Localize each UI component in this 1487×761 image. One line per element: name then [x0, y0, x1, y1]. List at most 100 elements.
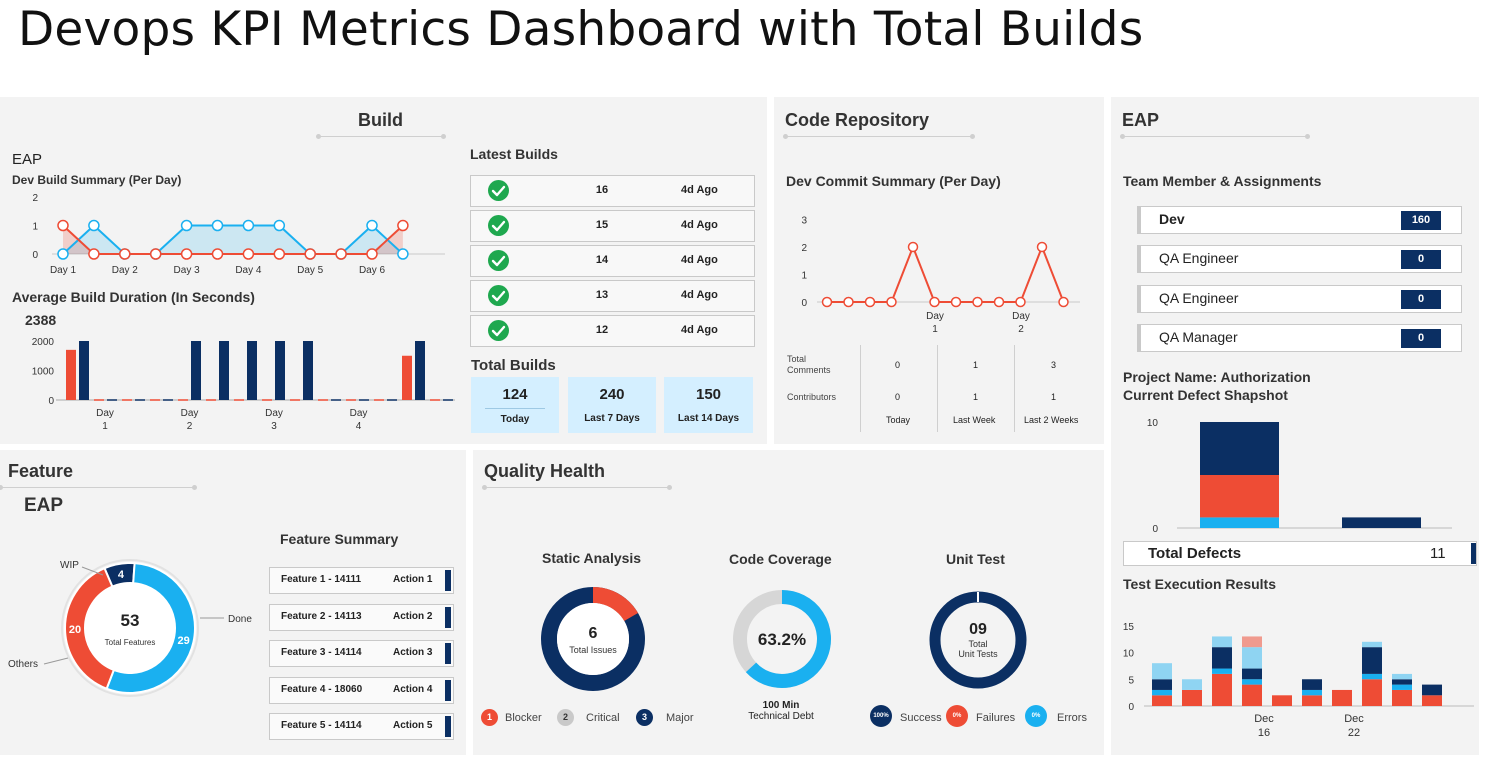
latest-build-row[interactable]: 16 4d Ago — [470, 175, 755, 207]
stack-segment — [1392, 689, 1412, 706]
tech-debt-value: 100 Min — [762, 700, 800, 711]
feature-action: Action 4 — [393, 683, 433, 695]
feature-row-bar — [445, 606, 451, 628]
stack-segment — [1392, 679, 1412, 685]
stack-segment — [1152, 663, 1172, 680]
x-tick-label: Day — [181, 408, 199, 419]
feature-row-bar — [445, 643, 451, 664]
latest-build-row[interactable]: 15 4d Ago — [470, 210, 755, 242]
build-summary-title: Dev Build Summary (Per Day) — [12, 173, 182, 187]
tech-debt: 100 Min Technical Debt — [729, 700, 833, 722]
data-point — [397, 219, 409, 232]
feature-underline — [0, 485, 197, 490]
team-member-name: QA Engineer — [1159, 290, 1239, 306]
data-point — [335, 248, 347, 260]
y-tick-label: 10 — [1147, 418, 1159, 429]
feature-row[interactable]: Feature 2 - 14113 Action 2 — [269, 603, 454, 631]
static-title: Static Analysis — [542, 550, 642, 566]
stack-segment — [1392, 684, 1412, 690]
data-point — [88, 219, 100, 232]
team-member-row: QA Engineer 0 — [1137, 245, 1462, 273]
build-number: 16 — [595, 184, 609, 196]
y-tick-label: 10 — [1123, 649, 1135, 660]
team-member-row: Dev 160 — [1137, 206, 1462, 234]
team-member-row: QA Engineer 0 — [1137, 285, 1462, 313]
commit-comments-week: 1 — [973, 360, 979, 370]
page-title: Devops KPI Metrics Dashboard with Total … — [18, 2, 1144, 57]
data-point — [972, 296, 983, 308]
callout-line — [43, 657, 69, 665]
feature-action: Action 3 — [393, 647, 433, 658]
stack-segment — [1422, 695, 1442, 706]
y-tick-label: 2 — [801, 243, 807, 254]
donut-value-label: 20 — [69, 624, 81, 636]
commit-row-label-comments: Total Comments — [787, 354, 831, 375]
eap-right-title: EAP — [1122, 110, 1160, 130]
defect-title: Current Defect Shapshot — [1123, 387, 1288, 403]
feature-row[interactable]: Feature 1 - 14111 Action 1 — [269, 567, 454, 594]
build-age: 4d Ago — [681, 184, 718, 196]
bar-red — [402, 355, 412, 400]
data-point — [993, 296, 1005, 308]
total-14days-value: 150 — [695, 386, 722, 403]
data-point — [843, 296, 854, 308]
series-area — [63, 225, 403, 254]
x-tick-label: Day 2 — [112, 265, 139, 276]
donut-segment-name: Others — [8, 659, 38, 670]
data-point — [211, 219, 224, 232]
commit-chart: 3 2 1 0 Day 1 Day 2 — [801, 216, 1080, 335]
team-member-row: QA Manager 0 — [1137, 324, 1462, 352]
test-exec-title: Test Execution Results — [1123, 576, 1277, 592]
success-check-icon — [488, 320, 509, 341]
project-name: Project Name: Authorization — [1123, 369, 1311, 385]
y-tick-label: 1 — [801, 271, 807, 282]
data-point — [180, 248, 193, 260]
x-tick-label: Day — [926, 311, 944, 322]
y-tick-label: 2 — [32, 193, 38, 204]
latest-build-row[interactable]: 13 4d Ago — [470, 280, 755, 312]
stack-segment — [1152, 695, 1172, 706]
data-point — [950, 296, 962, 308]
feature-name: Feature 3 - 14114 — [281, 647, 362, 658]
build-number: 14 — [595, 254, 609, 266]
static-donut: 6 Total Issues — [541, 587, 645, 691]
data-point — [119, 248, 131, 260]
stack-segment — [1242, 684, 1262, 706]
data-point — [88, 248, 100, 260]
stack-segment — [1302, 689, 1322, 696]
success-check-icon — [488, 180, 509, 201]
total-builds-today: 124 Today — [471, 377, 559, 433]
stack-segment — [1362, 641, 1382, 648]
legend-blocker-label: Blocker — [505, 712, 542, 724]
data-point — [397, 248, 409, 260]
unit-test-title: Unit Test — [946, 551, 1005, 567]
data-point — [886, 296, 897, 308]
feature-action: Action 2 — [393, 610, 433, 622]
feature-name: Feature 5 - 14114 — [281, 720, 362, 731]
build-number: 13 — [595, 289, 609, 301]
team-member-name: QA Engineer — [1159, 250, 1239, 266]
stack-segment — [1342, 517, 1421, 528]
feature-row[interactable]: Feature 5 - 14114 Action 5 — [269, 713, 454, 740]
y-tick-label: 1 — [32, 222, 38, 233]
commit-comments-today: 0 — [895, 360, 901, 370]
build-age: 4d Ago — [681, 254, 718, 266]
build-age: 4d Ago — [681, 289, 718, 301]
feature-row[interactable]: Feature 3 - 14114 Action 3 — [269, 640, 454, 667]
series-line — [827, 244, 1065, 303]
feature-row-bar — [445, 716, 451, 737]
latest-build-row[interactable]: 14 4d Ago — [470, 245, 755, 277]
feature-row[interactable]: Feature 4 - 18060 Action 4 — [269, 676, 454, 704]
build-number: 15 — [595, 219, 609, 231]
code-repo-panel — [774, 97, 1104, 444]
legend-critical-dot: 2 — [557, 709, 574, 726]
donut-segment-name: Done — [228, 614, 252, 625]
latest-build-row[interactable]: 12 4d Ago — [470, 315, 755, 347]
total-builds-7days: 240 Last 7 Days — [568, 377, 656, 433]
static-label: Total Issues — [569, 645, 617, 655]
feature-total-label: Total Features — [105, 638, 156, 647]
build-eap-label: EAP — [12, 151, 43, 168]
commit-comments-2weeks: 3 — [1051, 360, 1057, 370]
data-point — [180, 219, 193, 232]
tech-debt-label: Technical Debt — [748, 711, 814, 722]
